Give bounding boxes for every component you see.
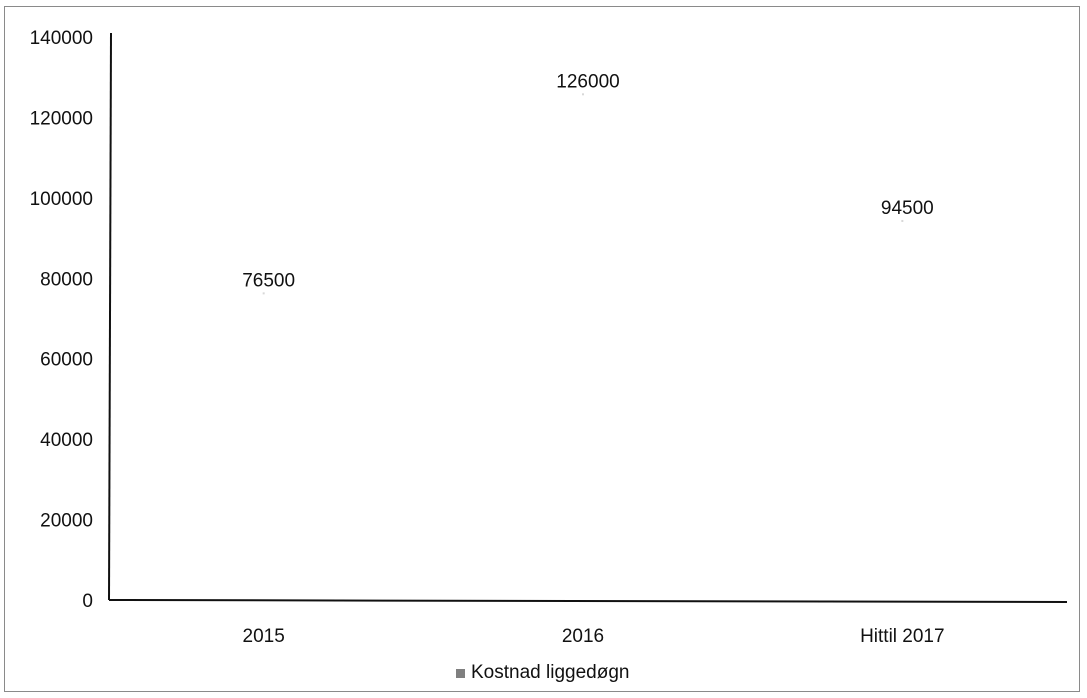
y-tick-label: 20000 (40, 511, 93, 532)
y-tick-label: 60000 (40, 350, 93, 371)
data-label: 94500 (881, 198, 934, 219)
data-label: 126000 (556, 71, 619, 92)
bar (582, 93, 584, 96)
legend-swatch (456, 668, 465, 678)
legend: Kostnad liggedøgn (456, 662, 629, 684)
legend-label: Kostnad liggedøgn (471, 662, 630, 683)
data-label: 76500 (242, 270, 295, 291)
y-tick-label: 40000 (40, 430, 93, 451)
x-tick-label: 2015 (243, 626, 285, 647)
y-axis-line (108, 32, 112, 601)
x-tick-label: 2016 (562, 626, 604, 647)
bar (901, 219, 904, 222)
x-axis-line (108, 599, 1068, 603)
y-tick-label: 80000 (40, 269, 93, 290)
chart-frame (4, 6, 1080, 692)
y-tick-label: 140000 (30, 28, 93, 49)
y-tick-label: 0 (82, 591, 93, 612)
y-tick-label: 100000 (30, 189, 93, 210)
x-tick-label: Hittil 2017 (860, 626, 945, 647)
bar (262, 292, 265, 295)
y-tick-label: 120000 (30, 108, 93, 129)
